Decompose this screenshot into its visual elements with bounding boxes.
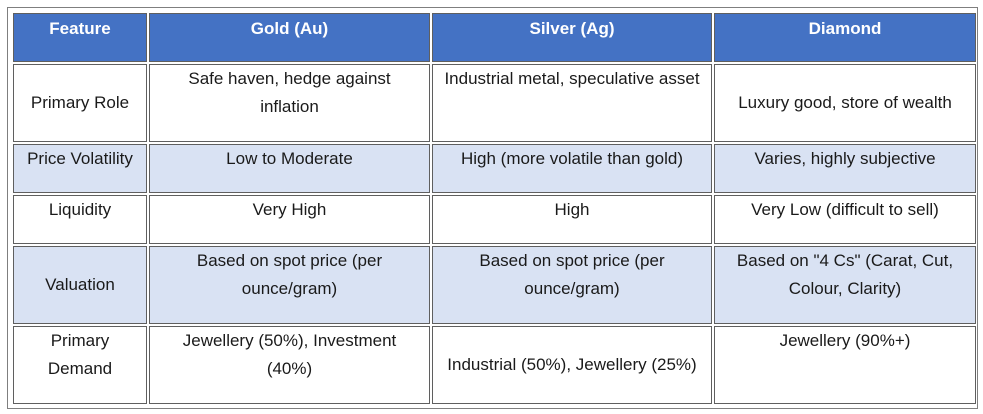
feature-cell: Valuation bbox=[13, 246, 147, 324]
gold-cell: Low to Moderate bbox=[149, 144, 430, 193]
feature-cell: Primary Demand bbox=[13, 326, 147, 404]
diamond-cell: Luxury good, store of wealth bbox=[714, 64, 976, 142]
feature-cell: Price Volatility bbox=[13, 144, 147, 193]
table-row-primary-role: Primary Role Safe haven, hedge against i… bbox=[13, 64, 976, 142]
silver-cell: High (more volatile than gold) bbox=[432, 144, 712, 193]
header-gold: Gold (Au) bbox=[149, 13, 430, 62]
feature-cell: Primary Role bbox=[13, 64, 147, 142]
comparison-table-frame: Feature Gold (Au) Silver (Ag) Diamond Pr… bbox=[7, 7, 978, 409]
diamond-cell: Jewellery (90%+) bbox=[714, 326, 976, 404]
gold-cell: Safe haven, hedge against inflation bbox=[149, 64, 430, 142]
diamond-cell: Very Low (difficult to sell) bbox=[714, 195, 976, 244]
table-row-primary-demand: Primary Demand Jewellery (50%), Investme… bbox=[13, 326, 976, 404]
table-row-liquidity: Liquidity Very High High Very Low (diffi… bbox=[13, 195, 976, 244]
header-diamond: Diamond bbox=[714, 13, 976, 62]
gold-cell: Very High bbox=[149, 195, 430, 244]
feature-cell: Liquidity bbox=[13, 195, 147, 244]
header-silver: Silver (Ag) bbox=[432, 13, 712, 62]
gold-cell: Based on spot price (per ounce/gram) bbox=[149, 246, 430, 324]
silver-cell: Industrial metal, speculative asset bbox=[432, 64, 712, 142]
header-row: Feature Gold (Au) Silver (Ag) Diamond bbox=[13, 13, 976, 62]
table-row-price-volatility: Price Volatility Low to Moderate High (m… bbox=[13, 144, 976, 193]
header-feature: Feature bbox=[13, 13, 147, 62]
table-row-valuation: Valuation Based on spot price (per ounce… bbox=[13, 246, 976, 324]
diamond-cell: Varies, highly subjective bbox=[714, 144, 976, 193]
silver-cell: High bbox=[432, 195, 712, 244]
comparison-table: Feature Gold (Au) Silver (Ag) Diamond Pr… bbox=[11, 11, 978, 406]
diamond-cell: Based on "4 Cs" (Carat, Cut, Colour, Cla… bbox=[714, 246, 976, 324]
silver-cell: Based on spot price (per ounce/gram) bbox=[432, 246, 712, 324]
silver-cell: Industrial (50%), Jewellery (25%) bbox=[432, 326, 712, 404]
gold-cell: Jewellery (50%), Investment (40%) bbox=[149, 326, 430, 404]
